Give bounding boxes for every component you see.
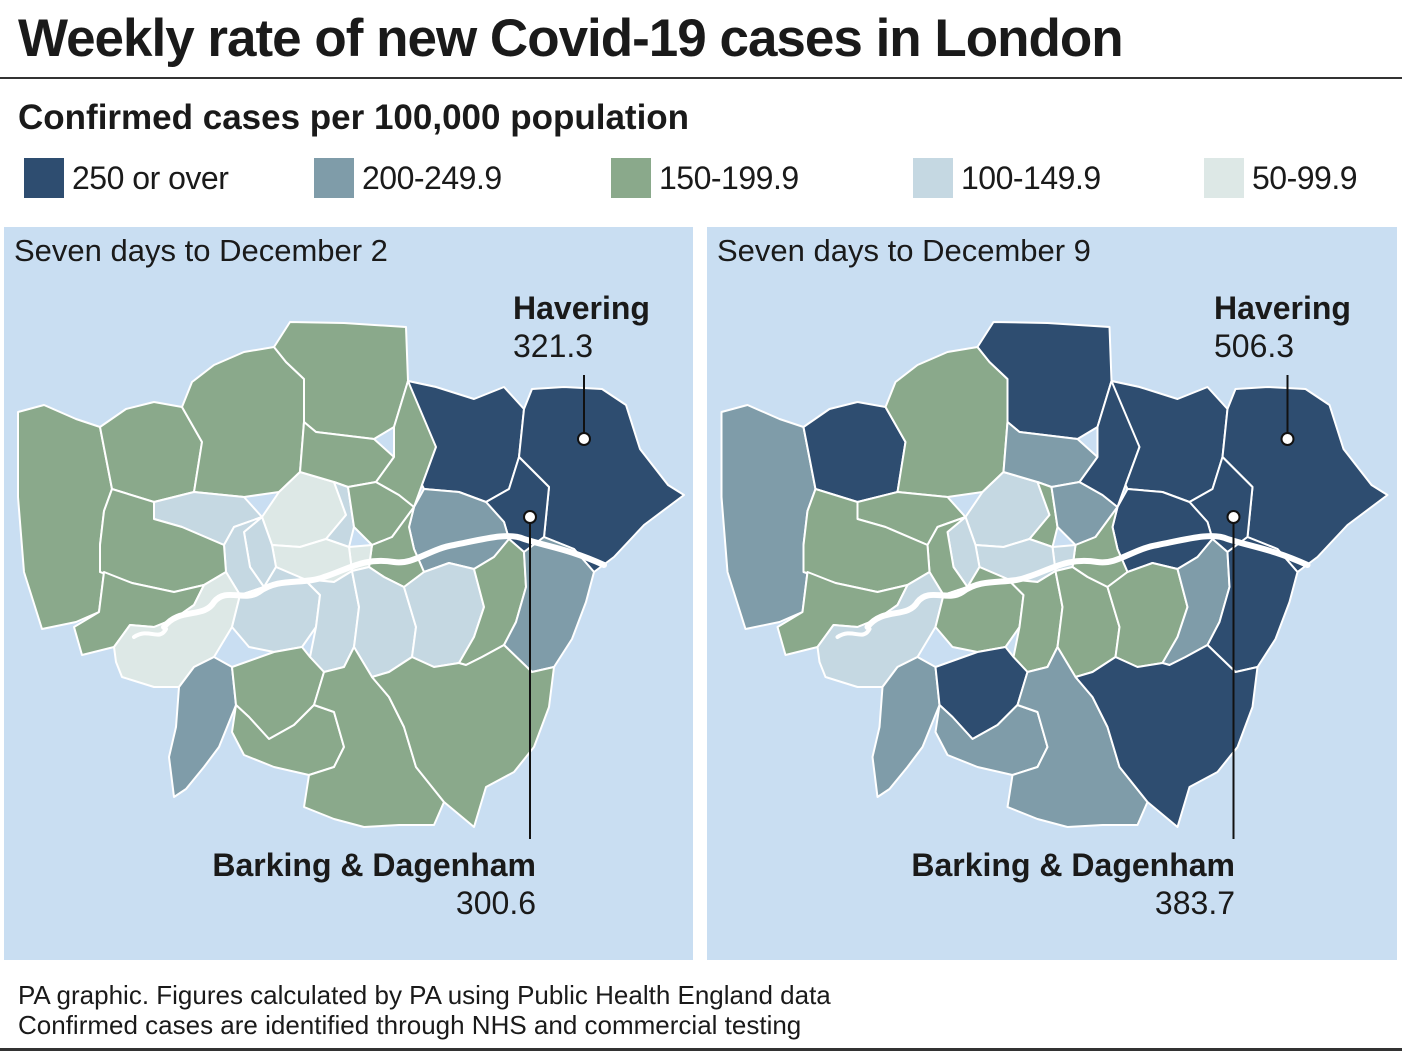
- borough-hillingdon: [720, 404, 817, 630]
- legend-swatch: [24, 158, 64, 198]
- barking-dagenham-marker: [523, 510, 537, 524]
- barking-dagenham-marker: [1226, 510, 1241, 524]
- panel-title: Seven days to December 2: [14, 233, 388, 268]
- legend-item-50-99: 50-99.9: [1204, 157, 1358, 199]
- havering-marker: [577, 432, 591, 446]
- barking-dagenham-label: Barking & Dagenham: [212, 847, 536, 883]
- borough-barnet: [181, 346, 305, 498]
- barking-dagenham-value: 300.6: [455, 885, 536, 921]
- borough-bromley: [371, 644, 555, 828]
- legend-label: 50-99.9: [1252, 159, 1358, 196]
- borough-kingston: [168, 656, 237, 798]
- borough-kingston: [871, 656, 941, 798]
- barking-dagenham-label: Barking & Dagenham: [911, 847, 1235, 883]
- title-divider: [0, 77, 1402, 79]
- legend-swatch: [314, 158, 354, 198]
- borough-enfield: [976, 321, 1113, 440]
- havering-value: 321.3: [513, 328, 594, 364]
- legend-label: 150-199.9: [659, 159, 799, 196]
- barking-dagenham-value: 383.7: [1154, 885, 1235, 921]
- legend-label: 250 or over: [72, 159, 229, 196]
- river-thames: [864, 533, 1311, 630]
- map-panel-december-2: Seven days to December 2 Havering 321.3 …: [4, 227, 693, 960]
- bottom-divider: [0, 1048, 1402, 1051]
- borough-enfield: [273, 321, 409, 440]
- legend-swatch: [1204, 158, 1244, 198]
- legend-item-250-plus: 250 or over: [24, 157, 229, 199]
- legend-label: 100-149.9: [961, 159, 1101, 196]
- legend-item-100-149: 100-149.9: [913, 157, 1101, 199]
- footer-note: Confirmed cases are identified through N…: [18, 1010, 802, 1040]
- river-thames: [132, 627, 168, 639]
- havering-label: Havering: [1214, 290, 1351, 326]
- borough-hillingdon: [17, 404, 113, 630]
- legend-item-200-249: 200-249.9: [314, 157, 502, 199]
- borough-bromley: [1074, 644, 1259, 828]
- havering-marker: [1280, 432, 1295, 446]
- havering-label: Havering: [513, 290, 650, 326]
- river-thames: [161, 533, 607, 630]
- london-borough-map: [17, 321, 685, 839]
- london-borough-map: [720, 321, 1389, 839]
- legend-swatch: [913, 158, 953, 198]
- havering-value: 506.3: [1214, 328, 1295, 364]
- river-thames: [835, 627, 872, 639]
- borough-bexley: [503, 536, 595, 673]
- map-panel-december-9: Seven days to December 9 Havering 506.3 …: [707, 227, 1397, 960]
- panel-title: Seven days to December 9: [717, 233, 1091, 268]
- page-title: Weekly rate of new Covid-19 cases in Lon…: [18, 9, 1124, 68]
- page-subtitle: Confirmed cases per 100,000 population: [18, 98, 690, 137]
- legend-label: 200-249.9: [362, 159, 502, 196]
- borough-bexley: [1206, 536, 1299, 673]
- footer-source: PA graphic. Figures calculated by PA usi…: [18, 980, 831, 1010]
- legend-swatch: [611, 158, 651, 198]
- borough-barnet: [884, 346, 1009, 498]
- legend-item-150-199: 150-199.9: [611, 157, 799, 199]
